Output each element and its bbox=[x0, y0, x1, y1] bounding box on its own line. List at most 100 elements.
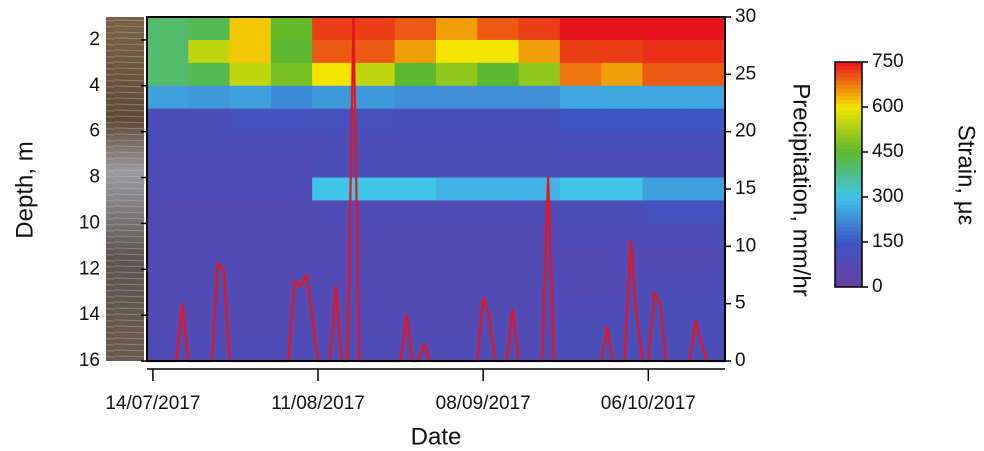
heatmap-cell bbox=[312, 108, 354, 133]
heatmap-cell bbox=[147, 177, 189, 201]
colorbar-segment bbox=[835, 159, 862, 164]
colorbar-tick-label: 750 bbox=[872, 51, 904, 72]
heatmap-cell bbox=[394, 85, 437, 110]
heatmap-cell bbox=[436, 269, 478, 293]
colorbar-segment bbox=[835, 193, 862, 198]
y2-tick-label: 20 bbox=[735, 121, 756, 142]
colorbar-segment bbox=[835, 137, 862, 142]
heatmap-cell bbox=[642, 200, 685, 224]
heatmap-cell bbox=[477, 108, 520, 133]
heatmap-cell bbox=[188, 269, 231, 293]
heatmap-cell bbox=[601, 85, 643, 110]
heatmap-cell bbox=[436, 223, 478, 247]
heatmap-cell bbox=[394, 62, 437, 87]
heatmap-cell bbox=[312, 154, 354, 179]
heatmap-cell bbox=[642, 177, 685, 201]
colorbar-segment bbox=[835, 223, 862, 228]
colorbar-segment bbox=[835, 264, 862, 269]
heatmap-cell bbox=[477, 315, 520, 339]
colorbar-segment bbox=[835, 189, 862, 194]
colorbar-segment bbox=[835, 62, 862, 67]
colorbar-segment bbox=[835, 279, 862, 284]
heatmap-cell bbox=[518, 39, 561, 64]
heatmap-cell bbox=[147, 108, 189, 133]
heatmap-cell bbox=[683, 246, 726, 270]
heatmap-cell bbox=[601, 292, 643, 316]
heatmap-cell bbox=[270, 200, 313, 224]
heatmap-cell bbox=[642, 85, 685, 110]
heatmap-cell bbox=[601, 315, 643, 339]
heatmap-cell bbox=[229, 17, 272, 41]
heatmap-cell bbox=[518, 131, 561, 156]
heatmap-cell bbox=[353, 223, 396, 247]
colorbar-segment bbox=[835, 125, 862, 130]
colorbar-segment bbox=[835, 219, 862, 224]
colorbar-segment bbox=[835, 95, 862, 100]
heatmap-cell bbox=[394, 315, 437, 339]
y2-tick-label: 5 bbox=[735, 293, 746, 314]
heatmap-cell bbox=[270, 177, 313, 201]
colorbar-segment bbox=[835, 230, 862, 235]
colorbar-segment bbox=[835, 140, 862, 145]
heatmap-cell bbox=[518, 85, 561, 110]
heatmap-cell bbox=[683, 177, 726, 201]
heatmap-cell bbox=[559, 131, 602, 156]
colorbar-segment bbox=[835, 110, 862, 115]
heatmap-cell bbox=[436, 246, 478, 270]
heatmap-cell bbox=[601, 269, 643, 293]
colorbar-segment bbox=[835, 69, 862, 74]
colorbar-segment bbox=[835, 88, 862, 93]
y-tick-label: 4 bbox=[89, 75, 100, 96]
soil-core-texture bbox=[106, 17, 144, 361]
heatmap-cell bbox=[394, 108, 437, 133]
heatmap-cell bbox=[601, 223, 643, 247]
heatmap-cell bbox=[601, 131, 643, 156]
heatmap-cell bbox=[518, 108, 561, 133]
heatmap-cell bbox=[394, 338, 437, 362]
colorbar-tick-label: 0 bbox=[872, 276, 883, 297]
heatmap-cell bbox=[477, 338, 520, 362]
colorbar-segment bbox=[835, 77, 862, 82]
y-tick-label: 2 bbox=[89, 29, 100, 50]
heatmap-cell bbox=[147, 338, 189, 362]
heatmap-cell bbox=[229, 200, 272, 224]
heatmap-cell bbox=[477, 131, 520, 156]
colorbar-segment bbox=[835, 170, 862, 175]
heatmap-cell bbox=[270, 62, 313, 87]
heatmap-cell bbox=[683, 269, 726, 293]
x-tick-label: 11/08/2017 bbox=[271, 393, 365, 414]
heatmap-cell bbox=[436, 131, 478, 156]
heatmap-cell bbox=[394, 200, 437, 224]
colorbar-segment bbox=[835, 212, 862, 217]
colorbar-segment bbox=[835, 174, 862, 179]
colorbar-segment bbox=[835, 257, 862, 262]
heatmap-cell bbox=[188, 154, 231, 179]
colorbar-tick-label: 450 bbox=[872, 141, 904, 162]
heatmap-cell bbox=[601, 39, 643, 64]
heatmap-cell bbox=[147, 131, 189, 156]
heatmap-cell bbox=[683, 292, 726, 316]
heatmap-cell bbox=[518, 17, 561, 41]
heatmap-cell bbox=[312, 17, 354, 41]
colorbar-segment bbox=[835, 80, 862, 85]
heatmap-cell bbox=[312, 39, 354, 64]
heatmap-cell bbox=[147, 292, 189, 316]
colorbar-segment bbox=[835, 178, 862, 183]
heatmap-cell bbox=[270, 269, 313, 293]
heatmap-cell bbox=[394, 154, 437, 179]
heatmap-cell bbox=[229, 269, 272, 293]
colorbar-segment bbox=[835, 133, 862, 138]
colorbar-tick-label: 150 bbox=[872, 231, 904, 252]
colorbar-tick-label: 600 bbox=[872, 96, 904, 117]
heatmap-cell bbox=[559, 200, 602, 224]
colorbar-segment bbox=[835, 73, 862, 78]
heatmap-cell bbox=[188, 223, 231, 247]
y2-tick-label: 25 bbox=[735, 63, 756, 84]
heatmap-cell bbox=[518, 269, 561, 293]
heatmap-cell bbox=[518, 62, 561, 87]
heatmap-cell bbox=[312, 246, 354, 270]
heatmap-cell bbox=[188, 177, 231, 201]
heatmap-cell bbox=[188, 131, 231, 156]
heatmap-cell bbox=[601, 246, 643, 270]
heatmap-cell bbox=[353, 177, 396, 201]
